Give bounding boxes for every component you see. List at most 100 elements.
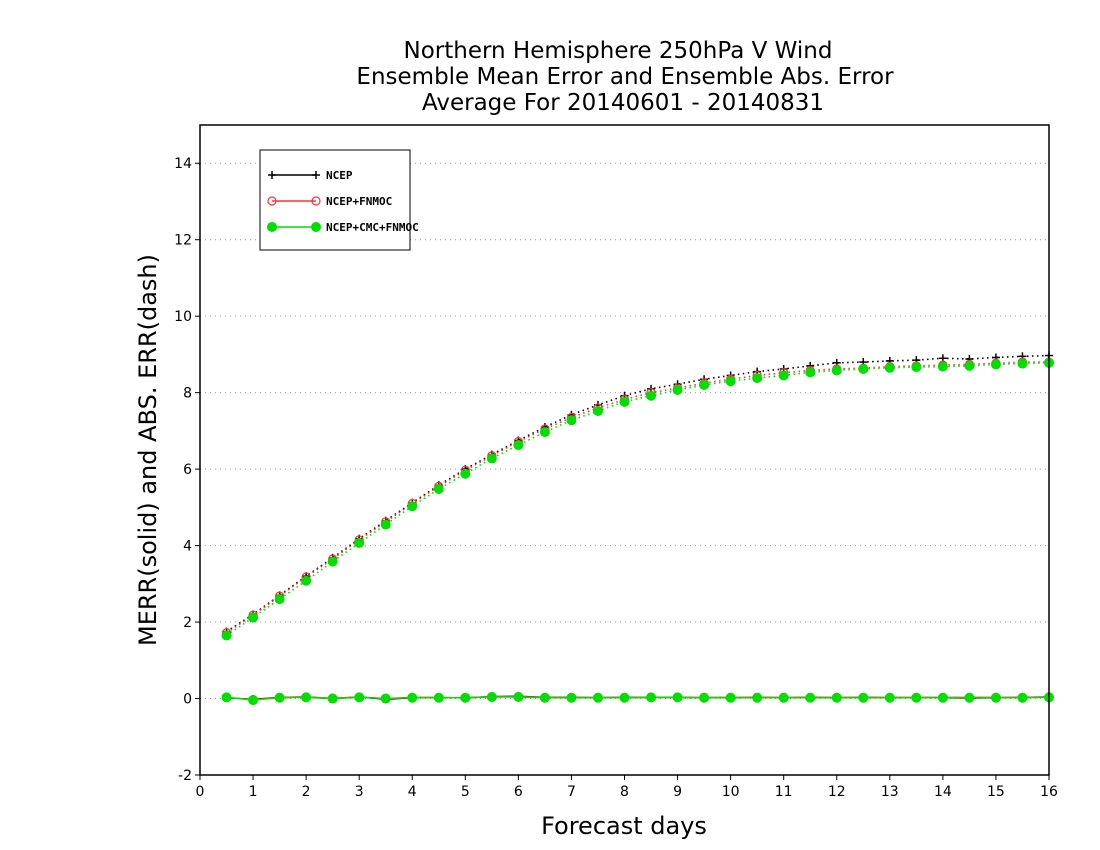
series-3-mean-err-point	[646, 692, 657, 703]
series-3-mean-err-point	[672, 692, 683, 703]
series-3-mean-err-point	[884, 692, 895, 703]
legend-marker	[311, 222, 321, 232]
series-3-mean-err-point	[274, 692, 285, 703]
x-tick-label: 15	[987, 784, 1005, 800]
series-3-abs-err-point	[539, 427, 550, 438]
series-3-abs-err-point	[937, 361, 948, 372]
legend-box	[259, 149, 411, 251]
legend-label: NCEP+CMC+FNMOC	[326, 221, 419, 234]
x-tick-label: 2	[302, 784, 311, 800]
legend-marker	[312, 171, 320, 179]
series-3-mean-err-point	[619, 692, 630, 703]
series-3-mean-err-point	[964, 692, 975, 703]
series-3-abs-err-point	[884, 362, 895, 373]
y-tick-label: 6	[183, 462, 192, 478]
series-3-mean-err-point	[752, 692, 763, 703]
series-3-mean-err-point	[990, 692, 1001, 703]
legend-entry-2: NCEP+FNMOC	[267, 195, 392, 208]
x-tick-label: 8	[620, 784, 629, 800]
y-tick-label: 0	[183, 692, 192, 708]
x-tick-label: 14	[934, 784, 952, 800]
x-tick-label: 3	[355, 784, 364, 800]
series-3-abs-err-point	[407, 501, 418, 512]
series-3-abs-err-point	[327, 556, 338, 567]
series-3-abs-err-point	[858, 363, 869, 374]
y-axis: -2 0 2 4 6 8 10 12 14	[174, 156, 200, 784]
series-3-mean-err-point	[248, 695, 259, 706]
legend-entry-3: NCEP+CMC+FNMOC	[267, 221, 419, 234]
legend-marker	[267, 222, 277, 232]
series-3-mean-err-point	[699, 692, 710, 703]
y-tick-label: 12	[174, 233, 192, 249]
x-tick-label: 16	[1040, 784, 1058, 800]
y-tick-label: 10	[174, 309, 192, 325]
series-3-mean-err-point	[778, 692, 789, 703]
y-tick-label: 14	[174, 156, 192, 172]
y-tick-label: -2	[178, 768, 192, 784]
series-3-abs-err-point	[911, 362, 922, 373]
series-3-mean-err-point	[1017, 692, 1028, 703]
series-3-abs-err-point	[964, 360, 975, 371]
series-3-mean-err-point	[911, 692, 922, 703]
series-3-mean-err-point	[805, 692, 816, 703]
series-3-abs-err-point	[248, 612, 259, 623]
series-3-abs-err-point	[805, 367, 816, 378]
series-3-mean-err-point	[937, 692, 948, 703]
x-tick-label: 4	[408, 784, 417, 800]
y-axis-title: MERR(solid) and ABS. ERR(dash)	[134, 254, 162, 646]
series-3-mean-err-point	[380, 693, 391, 704]
series-3-abs-err-point	[486, 453, 497, 464]
series-3-mean-err-point	[433, 692, 444, 703]
series-3-abs-err-point	[460, 468, 471, 479]
series-3-abs-err-point	[778, 370, 789, 381]
x-tick-label: 6	[514, 784, 523, 800]
series-3-abs-err-point	[752, 373, 763, 384]
chart-title-line-3: Average For 20140601 - 20140831	[422, 90, 824, 116]
series-3-mean-err-point	[460, 692, 471, 703]
series-3-abs-err-line	[226, 362, 1050, 637]
series-1-abs-err-line	[226, 354, 1050, 633]
series-3-mean-err-point	[725, 692, 736, 703]
legend-marker	[268, 171, 276, 179]
series-2-abs-err-line	[226, 361, 1049, 634]
series-3-mean-err-point	[592, 692, 603, 703]
series-3-abs-err-point	[221, 630, 232, 641]
y-tick-label: 2	[183, 615, 192, 631]
series-3-abs-err-point	[725, 376, 736, 387]
x-axis-title: Forecast days	[541, 812, 707, 840]
legend-marker	[311, 196, 321, 206]
series-3-abs-err-point	[646, 390, 657, 401]
series-3-abs-err-point	[433, 484, 444, 494]
series-3-abs-err-point	[699, 380, 710, 390]
legend: NCEP NCEP+FNMOC NCEP+CMC+FNMOC	[259, 149, 419, 251]
series-3-abs-err-point	[513, 440, 524, 451]
y-tick-label: 8	[183, 386, 192, 402]
x-tick-label: 13	[881, 784, 899, 800]
series-3-mean-err-point	[327, 693, 338, 704]
series-3-mean-err-point	[539, 692, 550, 703]
series-3-mean-err-point	[486, 692, 497, 702]
x-tick-label: 12	[828, 784, 846, 800]
x-tick-label: 1	[249, 784, 258, 800]
chart-title-line-1: Northern Hemisphere 250hPa V Wind	[404, 38, 833, 64]
series-3-abs-err-point	[301, 575, 312, 586]
series-3-abs-err-point	[672, 384, 683, 395]
series-3-abs-err-point	[354, 537, 365, 548]
series-3-mean-err-point	[354, 692, 365, 703]
series-3-mean-err-point	[513, 692, 524, 702]
series-3-abs-err-point	[990, 359, 1001, 370]
series-3-abs-err-point	[274, 594, 285, 605]
series-3-abs-err-point	[619, 396, 630, 407]
chart-title-line-2: Ensemble Mean Error and Ensemble Abs. Er…	[356, 64, 894, 90]
series-3-abs-err-point	[1017, 358, 1028, 369]
legend-marker	[267, 196, 277, 206]
legend-label: NCEP	[326, 169, 353, 182]
series-3-mean-err-point	[858, 692, 869, 703]
series-3-mean-err-point	[407, 692, 418, 703]
legend-entry-1: NCEP	[268, 169, 353, 182]
series-3-abs-err-point	[831, 365, 842, 376]
series-3-mean-err-point	[831, 692, 842, 703]
x-tick-label: 5	[461, 784, 470, 800]
x-tick-label: 10	[722, 784, 740, 800]
